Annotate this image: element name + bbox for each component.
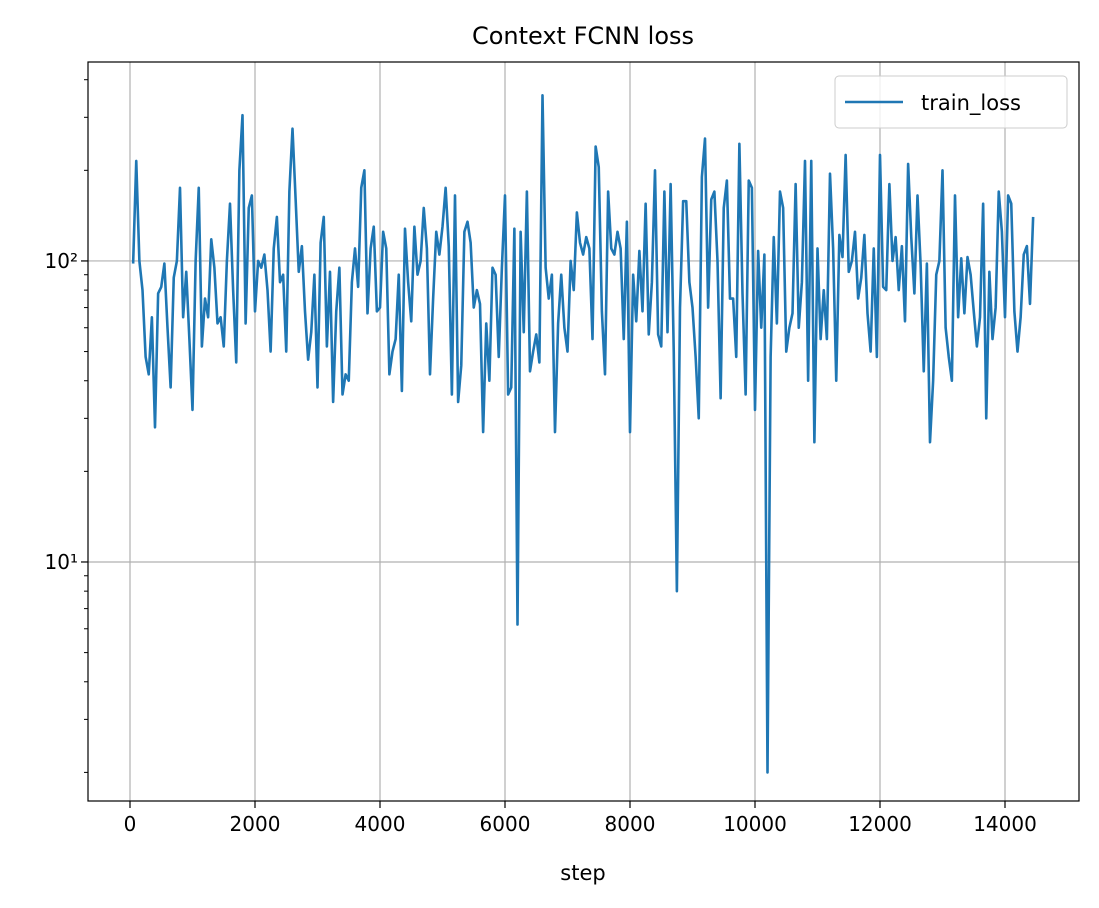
x-tick-label: 8000 — [605, 812, 656, 836]
legend-box — [834, 75, 1068, 129]
x-tick-label: 6000 — [480, 812, 531, 836]
data-line — [131, 94, 1035, 774]
x-tick-label: 14000 — [973, 812, 1037, 836]
x-axis-label: step — [560, 861, 605, 885]
x-tick-label: 10000 — [723, 812, 787, 836]
y-tick-label: 10² — [45, 249, 78, 273]
x-tick-label: 4000 — [355, 812, 406, 836]
legend: train_loss — [834, 75, 1068, 129]
plot-frame — [87, 61, 1080, 802]
x-tick-label: 12000 — [848, 812, 912, 836]
legend-label: train_loss — [921, 91, 1021, 116]
chart-title: Context FCNN loss — [472, 22, 694, 50]
y-tick-label: 10¹ — [45, 550, 78, 574]
x-tick-label: 2000 — [230, 812, 281, 836]
x-tick-label: 0 — [124, 812, 137, 836]
